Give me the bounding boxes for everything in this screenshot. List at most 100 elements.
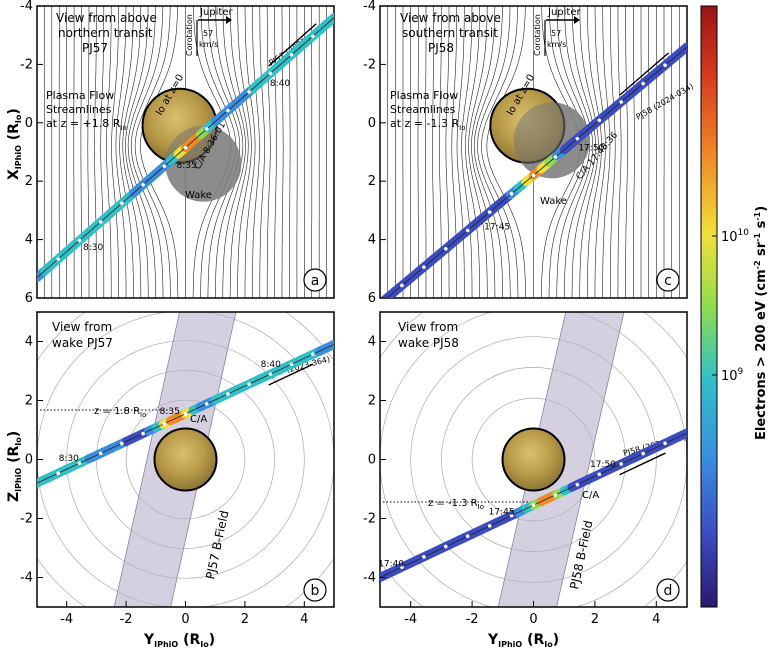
trajectory-minute-dot: [183, 145, 188, 150]
panel-c-corner-label: c: [664, 273, 672, 289]
trajectory-minute-dot: [120, 441, 124, 446]
trajectory-minute-dot: [487, 524, 492, 528]
trajectory-minute-dot: [247, 90, 251, 94]
y-tick-label: -4: [363, 0, 376, 14]
trajectory-time-label: 17:50: [590, 460, 616, 470]
trajectory-minute-dot: [141, 431, 145, 436]
streamline: [610, 6, 616, 298]
panel-a-streamlines-3: at z = +1.8 RIo: [46, 117, 127, 132]
panel-b-corner-label: b: [311, 583, 320, 599]
x-axis-label-right: YIPhiO (RIo): [487, 632, 559, 649]
streamline: [633, 6, 635, 298]
panel-d-background: [380, 312, 687, 607]
trajectory-minute-dot: [310, 352, 315, 357]
streamline: [468, 6, 488, 298]
panel-c-corner-circle: [656, 268, 680, 292]
streamline: [94, 6, 97, 298]
y-tick-label: -2: [363, 512, 376, 527]
streamline: [127, 6, 156, 298]
trajectory-minute-dot: [120, 201, 124, 206]
panel-c-speed-unit: km/s: [547, 40, 566, 49]
y-tick-label: 2: [368, 394, 376, 409]
streamline: [564, 6, 594, 298]
panel-c-speed-label: 57: [551, 29, 561, 38]
colorbar-gradient: [700, 5, 718, 608]
x-tick-label: -4: [60, 612, 73, 627]
trajectory-minute-dot: [663, 441, 667, 446]
y-tick-label: 4: [25, 335, 33, 350]
trajectory-minute-dot: [575, 136, 580, 141]
x-tick-label: 2: [591, 612, 599, 627]
wake-overlay: [513, 102, 590, 179]
panel-c-streamlines-2: Streamlines: [390, 103, 456, 116]
trajectory-minute-dot: [56, 257, 61, 261]
panel-a-corner-label: a: [311, 273, 320, 289]
panel-d-trajectory: 17:40 17:45 17:50: [378, 428, 687, 582]
panel-b: View from wake PJ57 z = 1.8 RIo C/A PJ57…: [36, 311, 335, 608]
panel-a-title: View from above: [56, 11, 157, 25]
panel-b-subtitle: wake PJ57: [52, 336, 113, 350]
panel-d-corner-label: d: [664, 583, 673, 599]
panel-c-subtitle-1: southern transit: [402, 26, 498, 40]
y-tick-label: 0: [368, 453, 376, 468]
perijove-marker-line: [619, 52, 670, 96]
y-tick-label: 0: [25, 116, 33, 131]
panel-a-speed-unit: km/s: [199, 40, 218, 49]
x-tick-label: -4: [404, 612, 417, 627]
streamline: [556, 6, 590, 298]
panel-a-jupiter-label: Jupiter: [199, 7, 233, 18]
streamline: [461, 6, 473, 298]
trajectory-minute-dot: [204, 127, 209, 131]
trajectory-time-label: 17:40: [378, 560, 404, 570]
streamline: [587, 6, 602, 298]
panel-d-title: View from: [398, 320, 458, 334]
trajectory-minute-dot: [400, 283, 404, 288]
x-axis-label-left: YIPhiO (RIo): [143, 632, 215, 649]
trajectory-minute-dot: [56, 471, 61, 475]
panel-d-z-level-label: z = -1.3 RIo: [428, 498, 484, 511]
trajectory-time-label: 8:40: [270, 79, 290, 89]
streamline: [579, 6, 599, 298]
trajectory-time-label: 8:35: [160, 407, 180, 417]
panel-b-ca-label: C/A: [190, 414, 207, 425]
streamline: [571, 6, 596, 298]
panel-a-speed-label: 57: [203, 29, 213, 38]
trajectory-minute-dot: [553, 493, 558, 497]
panel-d-corner-circle: [656, 578, 680, 602]
trajectory-minute-dot: [98, 220, 103, 224]
x-tick-label: 0: [529, 612, 537, 627]
y-tick-label: 4: [368, 233, 376, 248]
trajectory-minute-dot: [98, 451, 103, 456]
panel-a-background: [37, 6, 334, 298]
perijove-marker-line: [268, 23, 317, 67]
trajectory-minute-dot: [268, 71, 273, 76]
trajectory-minute-dot: [77, 238, 82, 243]
colorbar-tick-label-1e9: 109: [721, 367, 744, 384]
panel-c-trajectory: 17:45 17:50: [380, 42, 687, 298]
trajectory-minute-dot: [268, 372, 273, 376]
y-tick-label: 6: [25, 291, 33, 306]
streamline: [222, 6, 246, 298]
trajectory-time-label: 8:40: [261, 360, 281, 370]
panel-a-subtitle-1: northern transit: [58, 26, 153, 40]
panel-c-jupiter-arrowhead: [574, 16, 580, 24]
panel-a-streamlines-2: Streamlines: [46, 103, 112, 116]
perijove-marker-line: [619, 452, 666, 476]
x-tick-label: -2: [120, 612, 133, 627]
panel-c-background: [380, 6, 687, 298]
trajectory-minute-dot: [77, 461, 82, 466]
streamline: [625, 6, 628, 298]
panel-a-trajectory: 8:30 8:35 8:40: [37, 13, 334, 283]
streamline: [122, 6, 142, 298]
streamline: [481, 6, 519, 298]
trajectory-minute-dot: [162, 164, 167, 168]
y-tick-label: 6: [368, 291, 376, 306]
trajectory-minute-dot: [226, 108, 230, 113]
streamline: [134, 6, 171, 298]
colorbar: 1010 109 Electrons > 200 eV (cm-2 sr-1 s…: [700, 5, 769, 608]
io-disc: [153, 427, 218, 492]
streamline: [119, 6, 134, 298]
y-tick-label: 4: [25, 233, 33, 248]
panel-c-title: View from above: [400, 11, 501, 25]
